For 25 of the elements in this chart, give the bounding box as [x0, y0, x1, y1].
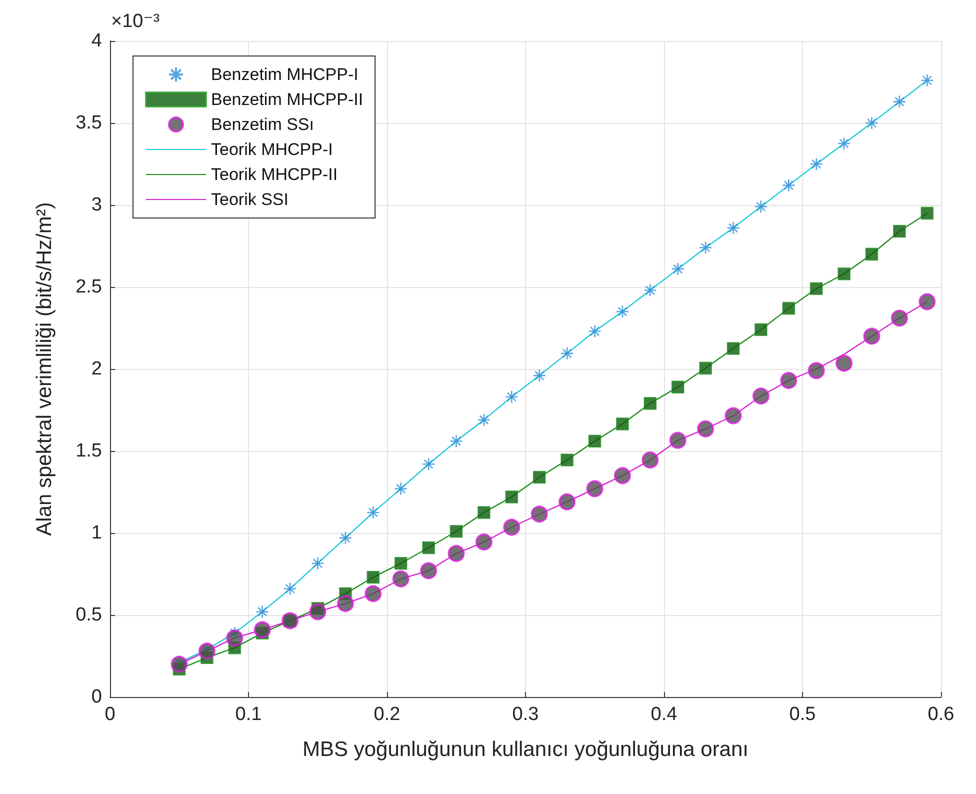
y-tick-label: 1.5 — [76, 440, 102, 462]
legend-label: Benzetim MHCPP-I — [211, 65, 358, 84]
legend-label: Benzetim MHCPP-II — [211, 90, 364, 109]
x-tick-label: 0.4 — [650, 704, 678, 725]
legend-label: Teorik SSI — [211, 190, 288, 209]
y-tick-label: 3 — [91, 194, 102, 216]
x-tick-label: 0 — [104, 704, 116, 725]
x-axis-title: MBS yoğunluğunun kullanıcı yoğunluğuna oranı — [302, 738, 748, 761]
x-tick-label: 0.2 — [374, 704, 400, 725]
y-tick-label: 0 — [91, 686, 102, 708]
y-tick-label: 3.5 — [76, 112, 102, 134]
legend-label: Teorik MHCPP-I — [211, 140, 333, 159]
y-tick-label: 0.5 — [76, 604, 102, 626]
y-tick-label: 2.5 — [76, 276, 102, 298]
x-tick-label: 0.3 — [512, 704, 539, 725]
legend-label: Benzetim SSı — [211, 115, 314, 134]
x-tick-label: 0.1 — [235, 704, 262, 725]
y-tick-label: 4 — [91, 30, 102, 52]
x-tick-label: 0.6 — [928, 704, 954, 725]
y-tick-label: 1 — [91, 522, 102, 544]
x-tick-label: 0.5 — [789, 704, 816, 725]
y-axis-title: Alan spektral verimliliği (bit/s/Hz/m²) — [33, 202, 56, 536]
text: ×10⁻³ — [111, 11, 160, 32]
legend-label: Teorik MHCPP-II — [211, 165, 338, 184]
y-tick-label: 2 — [91, 358, 102, 380]
